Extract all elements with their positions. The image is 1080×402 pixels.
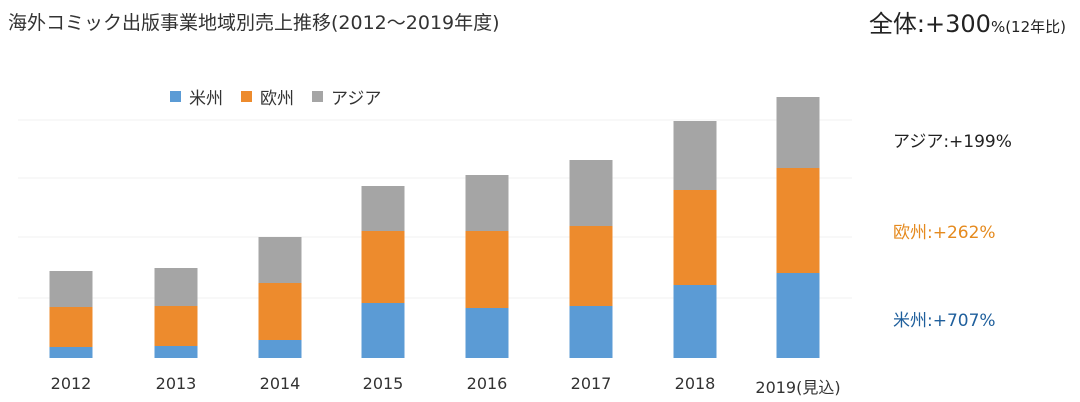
- legend-label-americas: 米州: [189, 89, 223, 109]
- legend-item-europe: 欧州: [241, 84, 294, 109]
- bar-europe-0: [49, 307, 93, 347]
- legend-label-asia: アジア: [331, 89, 382, 109]
- bar-americas-4: [465, 308, 509, 358]
- bar-asia-3: [361, 186, 405, 231]
- bar-asia-6: [673, 121, 717, 190]
- bar-europe-5: [569, 226, 613, 306]
- chart-title: 海外コミック出版事業地域別売上推移(2012〜2019年度): [8, 12, 500, 34]
- bar-americas-7: [776, 273, 820, 358]
- bar-asia-5: [569, 160, 613, 226]
- legend-swatch-asia: [312, 91, 323, 102]
- x-tick-label-2: 2014: [259, 374, 301, 393]
- bar-europe-2: [258, 283, 302, 340]
- bar-americas-0: [49, 347, 93, 358]
- legend-swatch-europe: [241, 91, 252, 102]
- x-tick-label-6: 2018: [674, 374, 716, 393]
- bar-asia-2: [258, 237, 302, 283]
- legend-label-europe: 欧州: [260, 89, 294, 109]
- europe-growth-label: 欧州:+262%: [893, 223, 996, 243]
- bar-europe-3: [361, 231, 405, 303]
- bar-asia-1: [154, 268, 198, 306]
- x-tick-label-7: 2019(見込): [755, 378, 841, 397]
- americas-growth-label: 米州:+707%: [893, 311, 996, 331]
- x-tick-label-1: 2013: [155, 374, 197, 393]
- bar-americas-6: [673, 285, 717, 358]
- bar-asia-0: [49, 271, 93, 307]
- legend-item-asia: アジア: [312, 84, 381, 109]
- bar-europe-7: [776, 168, 820, 273]
- x-tick-label-4: 2016: [466, 374, 508, 393]
- stacked-bar-chart: [18, 97, 852, 358]
- x-tick-label-3: 2015: [362, 374, 404, 393]
- bar-americas-3: [361, 303, 405, 358]
- bar-europe-6: [673, 190, 717, 285]
- overall-growth-value: 全体:+300: [868, 10, 991, 38]
- x-axis-labels: 2012 2013 2014 2015 2016 2017 2018 2019(見込): [0, 374, 870, 397]
- bar-americas-5: [569, 306, 613, 358]
- bar-asia-7: [776, 97, 820, 168]
- overall-growth-suffix: %(12年比): [990, 18, 1066, 36]
- overall-growth: 全体:+300%(12年比): [869, 4, 1066, 39]
- bar-europe-1: [154, 306, 198, 346]
- x-tick-label-5: 2017: [570, 374, 612, 393]
- asia-growth-label: アジア:+199%: [893, 132, 1012, 152]
- x-tick-label-0: 2012: [50, 374, 92, 393]
- bar-asia-4: [465, 175, 509, 231]
- bar-americas-1: [154, 346, 198, 358]
- bar-americas-2: [258, 340, 302, 358]
- legend-swatch-americas: [170, 91, 181, 102]
- bar-europe-4: [465, 231, 509, 308]
- chart-legend: 米州 欧州 アジア: [170, 84, 381, 109]
- legend-item-americas: 米州: [170, 84, 223, 109]
